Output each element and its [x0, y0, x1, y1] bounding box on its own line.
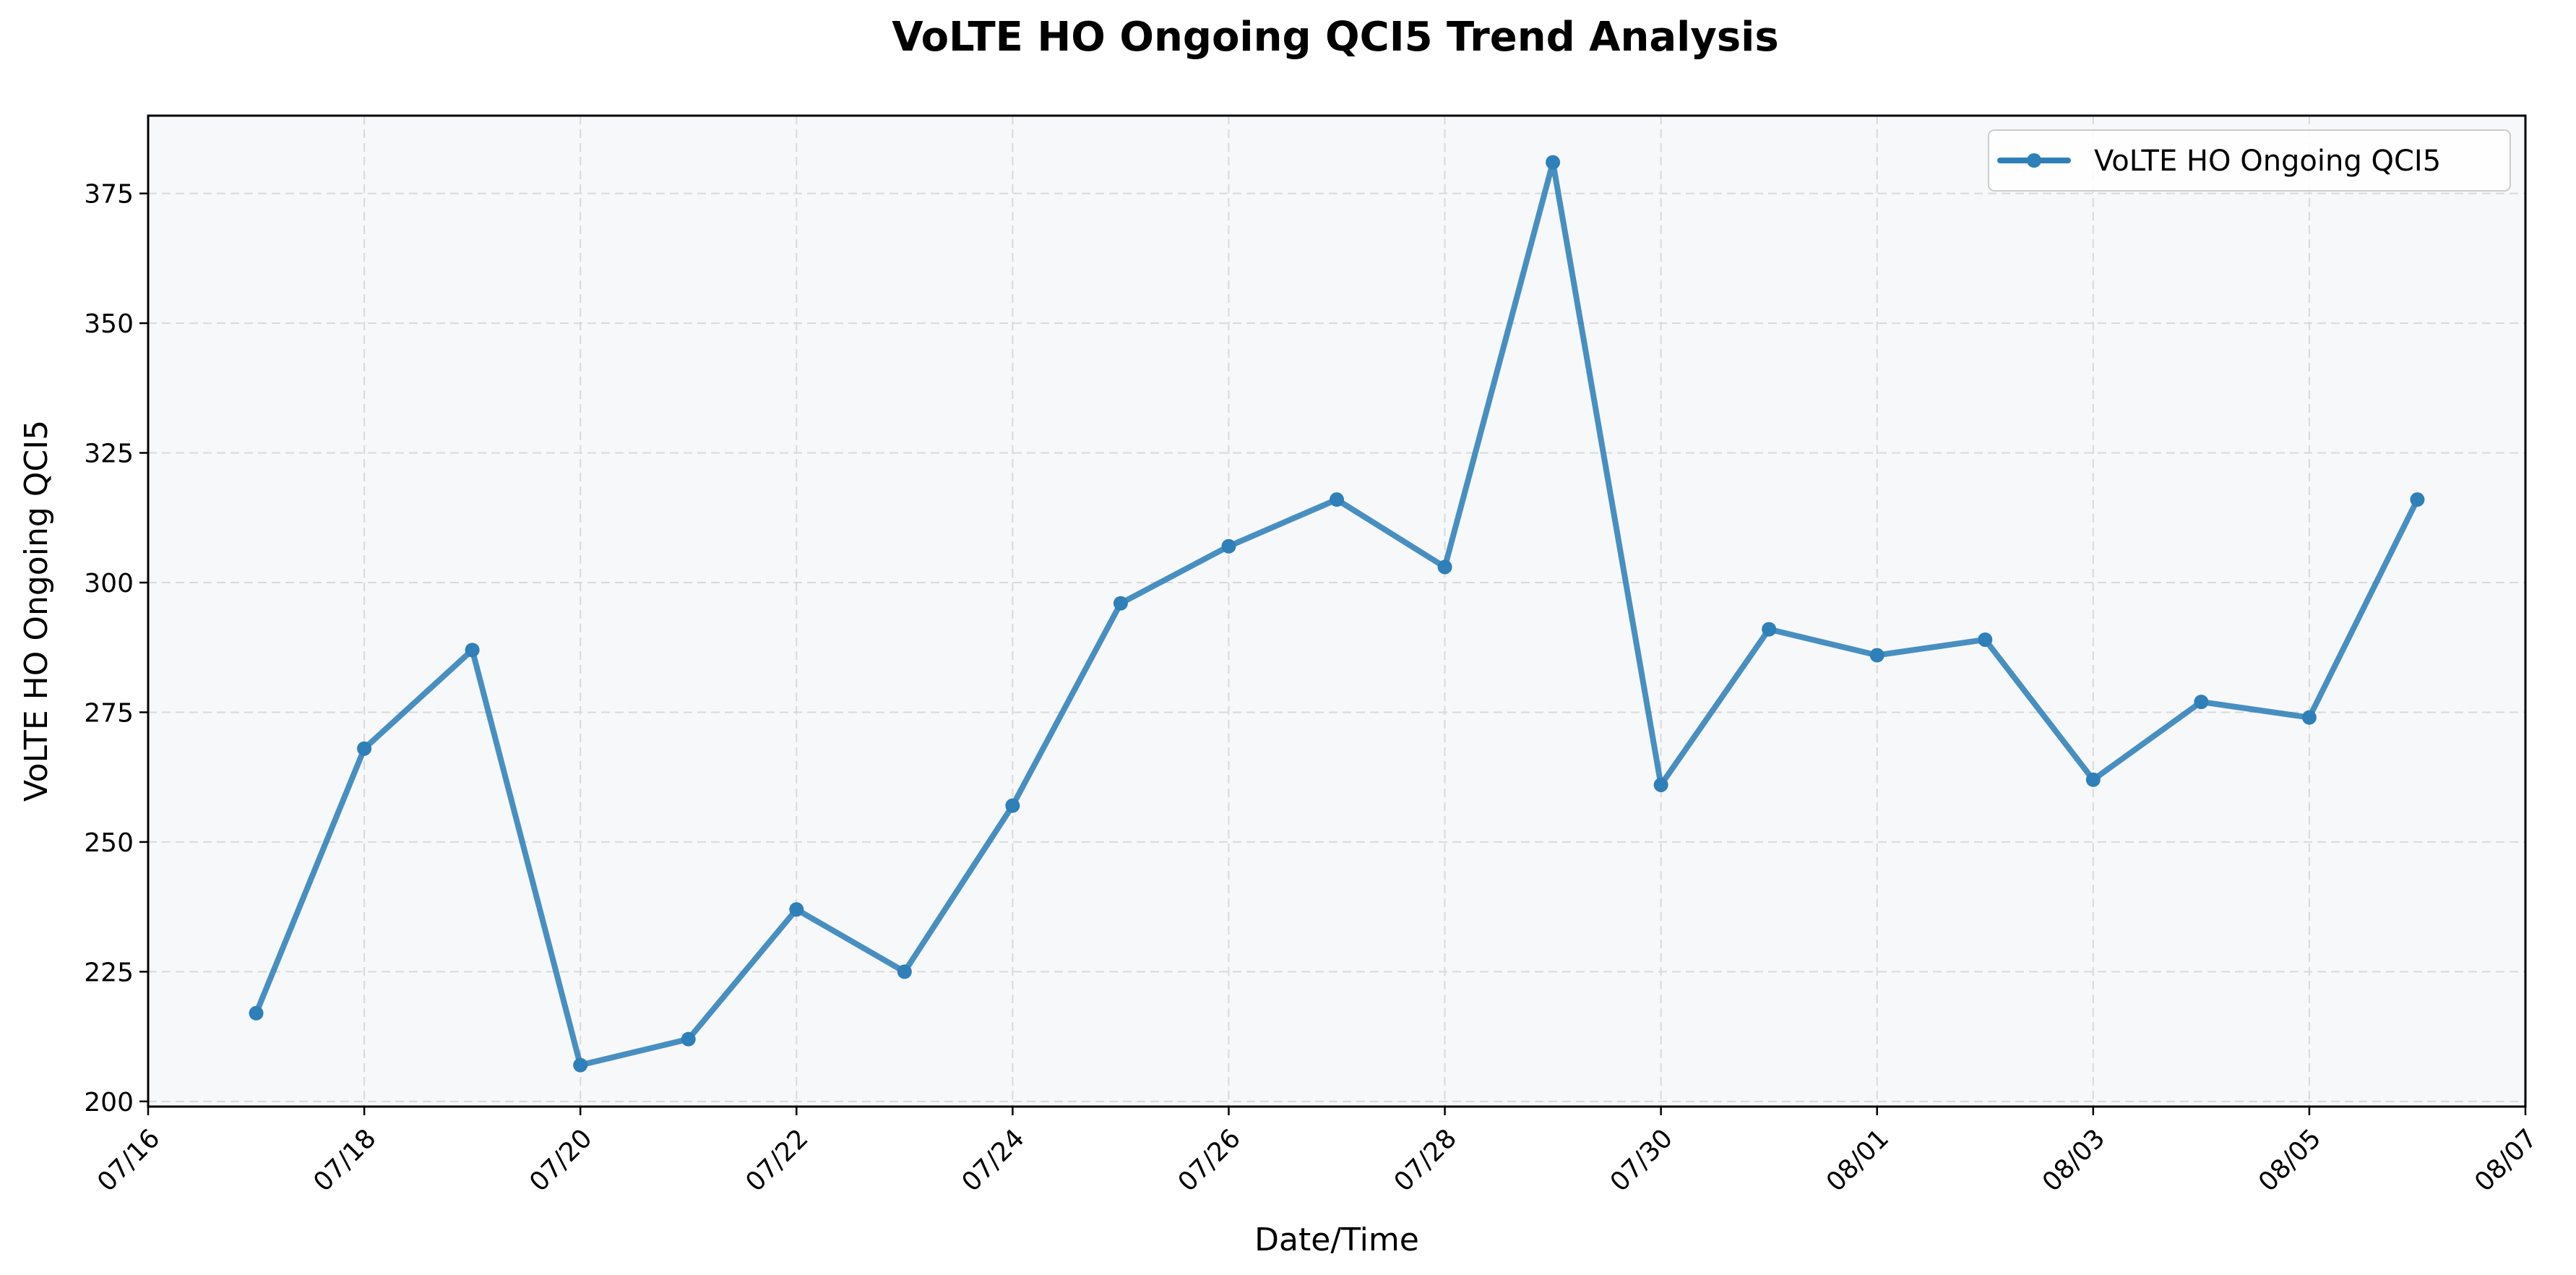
data-point: [1330, 492, 1344, 507]
data-point: [1113, 596, 1128, 611]
data-point: [1762, 622, 1777, 637]
data-point: [1005, 798, 1020, 813]
y-tick-label: 275: [84, 698, 134, 728]
y-tick-label: 325: [84, 439, 134, 469]
data-point: [249, 1005, 264, 1021]
data-point: [1869, 648, 1884, 663]
data-point: [681, 1031, 696, 1047]
legend-label: VoLTE HO Ongoing QCI5: [2094, 145, 2441, 178]
grid-lines: [147, 116, 2526, 1107]
data-point: [1546, 155, 1561, 170]
y-tick-label: 375: [84, 180, 134, 210]
data-point: [1653, 777, 1668, 792]
data-point: [1978, 632, 1993, 647]
y-tick-label: 200: [84, 1088, 134, 1117]
chart-title: VoLTE HO Ongoing QCI5 Trend Analysis: [892, 14, 1778, 61]
data-point: [357, 741, 372, 756]
plot-frame: [147, 114, 2527, 1108]
plot-area: [148, 116, 2525, 1107]
data-point: [2301, 710, 2317, 725]
x-axis-label: Date/Time: [1254, 1222, 1419, 1258]
data-point: [1221, 538, 1236, 554]
data-point: [2194, 695, 2209, 710]
legend-point-marker: [2027, 153, 2041, 168]
data-point: [897, 964, 912, 979]
legend: VoLTE HO Ongoing QCI5: [1988, 129, 2511, 192]
data-point: [789, 902, 804, 917]
y-tick-label: 350: [84, 309, 134, 339]
data-point: [465, 643, 480, 658]
y-tick-label: 250: [84, 828, 134, 858]
y-axis-label: VoLTE HO Ongoing QCI5: [18, 420, 55, 802]
data-point: [2085, 772, 2101, 787]
data-point: [1437, 559, 1452, 575]
legend-box: [1988, 129, 2511, 192]
data-point: [573, 1057, 588, 1073]
y-tick-label: 300: [84, 569, 134, 598]
y-tick-label: 225: [84, 958, 134, 987]
data-point: [2410, 492, 2425, 507]
series-layer: [249, 155, 2425, 1073]
y-axis-ticks: 200 225 250 275 300 325 350 375: [84, 180, 148, 1117]
